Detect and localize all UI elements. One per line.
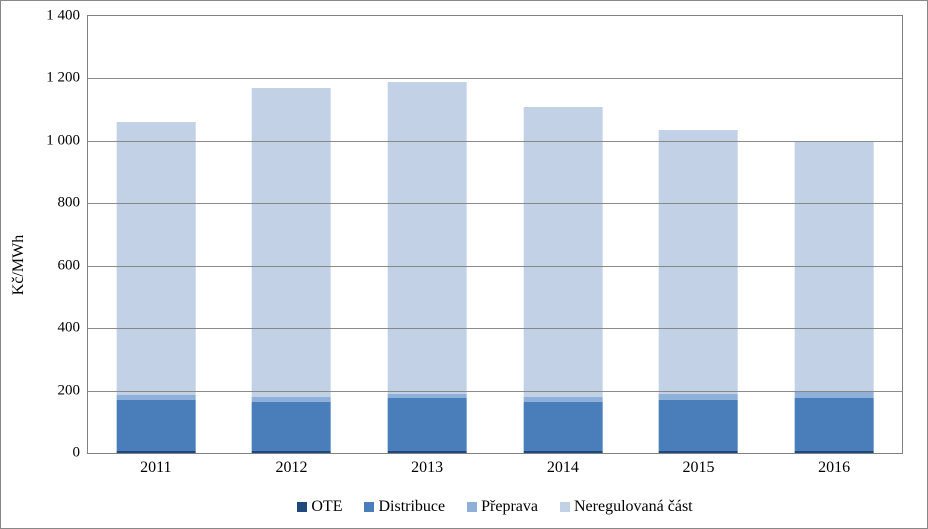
xtick-label: 2016 bbox=[818, 453, 850, 477]
bar-segment-nereg bbox=[795, 142, 874, 392]
bar-segment-preprava bbox=[795, 392, 874, 398]
bar-segment-distribuce bbox=[388, 398, 467, 451]
ytick-label: 800 bbox=[58, 195, 89, 212]
ytick-label: 400 bbox=[58, 320, 89, 337]
gridline bbox=[88, 328, 902, 329]
legend-swatch bbox=[364, 502, 374, 512]
bar-segment-distribuce bbox=[795, 398, 874, 451]
legend-item-distribuce: Distribuce bbox=[364, 498, 445, 516]
legend-swatch bbox=[467, 502, 477, 512]
stacked-bar bbox=[795, 16, 874, 453]
bar-segment-preprava bbox=[252, 397, 331, 402]
gridline bbox=[88, 391, 902, 392]
legend-item-preprava: Přeprava bbox=[467, 498, 538, 516]
bar-slot: 2016 bbox=[766, 16, 902, 453]
stacked-bar bbox=[388, 16, 467, 453]
legend-label: Distribuce bbox=[378, 498, 445, 516]
ytick-label: 600 bbox=[58, 257, 89, 274]
bars-layer: 201120122013201420152016 bbox=[88, 16, 902, 453]
bar-segment-nereg bbox=[388, 82, 467, 394]
bar-segment-preprava bbox=[116, 395, 195, 400]
stacked-bar bbox=[116, 16, 195, 453]
gridline bbox=[88, 141, 902, 142]
legend-swatch bbox=[297, 502, 307, 512]
bar-segment-nereg bbox=[523, 107, 602, 397]
xtick-label: 2012 bbox=[275, 453, 307, 477]
stacked-bar bbox=[659, 16, 738, 453]
ytick-label: 0 bbox=[73, 445, 89, 462]
legend: OTE Distribuce Přeprava Neregulovaná část bbox=[87, 498, 903, 516]
bar-segment-distribuce bbox=[116, 400, 195, 452]
xtick-label: 2011 bbox=[140, 453, 171, 477]
bar-segment-nereg bbox=[659, 130, 738, 394]
bar-slot: 2014 bbox=[495, 16, 631, 453]
bar-slot: 2013 bbox=[359, 16, 495, 453]
chart-container: Kč/MWh 201120122013201420152016 02004006… bbox=[0, 0, 928, 529]
bar-slot: 2015 bbox=[631, 16, 767, 453]
ytick-label: 1 200 bbox=[46, 70, 88, 87]
bar-segment-distribuce bbox=[523, 402, 602, 452]
legend-label: Neregulovaná část bbox=[574, 498, 693, 516]
plot-area: 201120122013201420152016 02004006008001 … bbox=[87, 15, 903, 454]
bar-segment-preprava bbox=[659, 394, 738, 400]
ytick-label: 1 000 bbox=[46, 132, 88, 149]
gridline bbox=[88, 203, 902, 204]
bar-segment-distribuce bbox=[659, 400, 738, 452]
y-axis-label: Kč/MWh bbox=[10, 234, 28, 294]
bar-segment-nereg bbox=[116, 122, 195, 395]
ytick-label: 200 bbox=[58, 382, 89, 399]
bar-slot: 2011 bbox=[88, 16, 224, 453]
bar-segment-preprava bbox=[388, 394, 467, 399]
bar-segment-preprava bbox=[523, 397, 602, 402]
bar-segment-nereg bbox=[252, 88, 331, 397]
bar-segment-distribuce bbox=[252, 402, 331, 452]
xtick-label: 2013 bbox=[411, 453, 443, 477]
legend-label: Přeprava bbox=[481, 498, 538, 516]
stacked-bar bbox=[523, 16, 602, 453]
xtick-label: 2015 bbox=[682, 453, 714, 477]
legend-item-nereg: Neregulovaná část bbox=[560, 498, 693, 516]
legend-label: OTE bbox=[311, 498, 342, 516]
gridline bbox=[88, 78, 902, 79]
stacked-bar bbox=[252, 16, 331, 453]
legend-swatch bbox=[560, 502, 570, 512]
xtick-label: 2014 bbox=[547, 453, 579, 477]
bar-slot: 2012 bbox=[224, 16, 360, 453]
gridline bbox=[88, 266, 902, 267]
legend-item-ote: OTE bbox=[297, 498, 342, 516]
ytick-label: 1 400 bbox=[46, 8, 88, 25]
